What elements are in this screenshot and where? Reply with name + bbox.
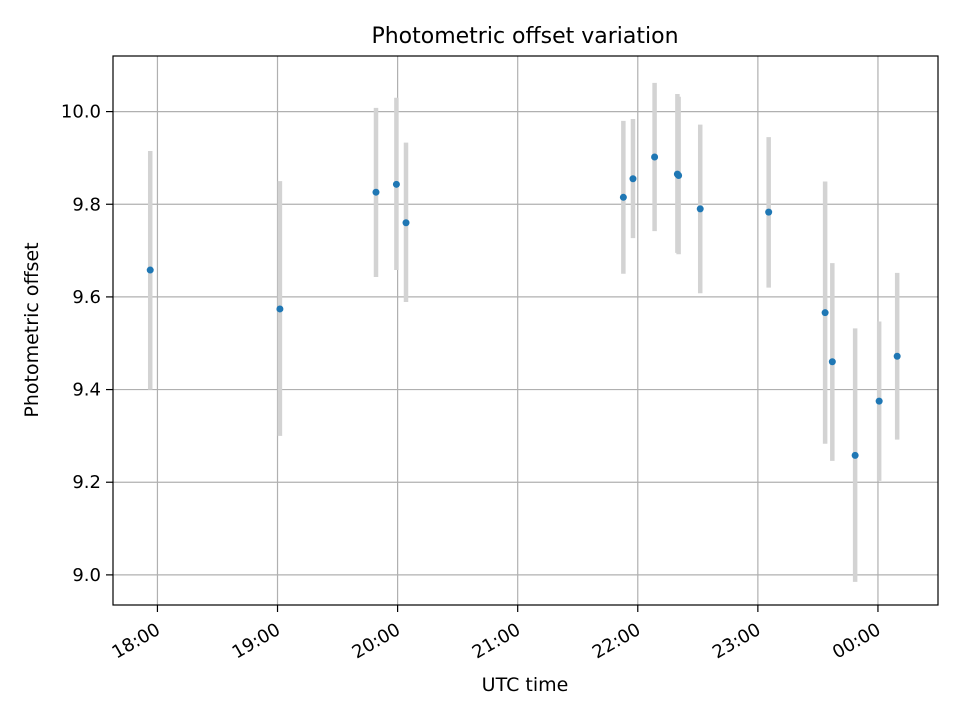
data-point: [402, 219, 410, 227]
data-point: [629, 175, 637, 183]
data-point: [828, 358, 836, 366]
data-point: [875, 397, 883, 405]
data-point: [893, 352, 901, 360]
data-point: [619, 193, 627, 201]
y-tick-label: 9.2: [72, 472, 101, 493]
data-points: [146, 153, 901, 459]
y-tick-label: 10.0: [61, 102, 101, 123]
grid: [113, 56, 938, 605]
plot-frame: [112, 55, 939, 606]
y-tick-label: 9.8: [72, 194, 101, 215]
data-point: [821, 309, 829, 317]
data-point: [675, 172, 683, 180]
data-point: [765, 208, 773, 216]
data-point: [651, 153, 659, 161]
y-axis: 9.0 9.2 9.4 9.6 9.8 10.0: [61, 102, 113, 586]
data-point: [276, 305, 284, 313]
data-point: [696, 205, 704, 213]
x-axis-label: UTC time: [482, 674, 569, 696]
y-tick-label: 9.6: [72, 287, 101, 308]
y-tick-label: 9.0: [72, 565, 101, 586]
data-point: [146, 266, 154, 274]
y-tick-label: 9.4: [72, 380, 101, 401]
y-axis-label: Photometric offset: [21, 242, 43, 417]
data-point: [392, 180, 400, 188]
chart-title: Photometric offset variation: [371, 24, 678, 49]
data-point: [372, 188, 380, 196]
data-point: [851, 451, 859, 459]
